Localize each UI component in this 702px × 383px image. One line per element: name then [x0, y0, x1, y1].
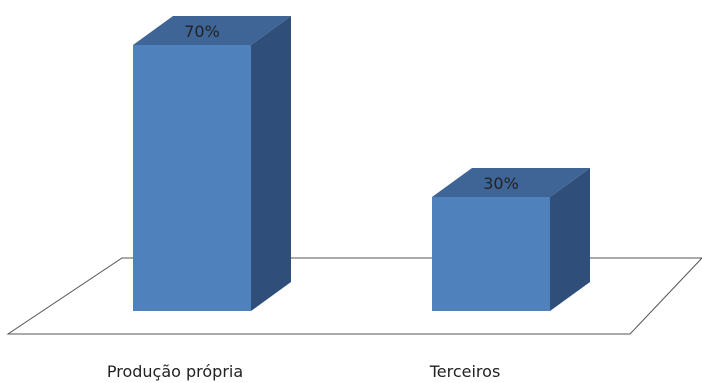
bar-front-face [432, 197, 550, 311]
bar-2 [432, 168, 590, 311]
bar-top-face [133, 16, 291, 45]
data-label: 30% [483, 174, 519, 193]
bar-side-face [251, 16, 291, 311]
labels-group: 70% Produção própria 30% Terceiros [107, 22, 519, 381]
chart-floor [6, 257, 702, 335]
bar-top-face [432, 168, 590, 197]
bar-1 [133, 16, 291, 311]
bar-side-face [550, 168, 590, 311]
category-label: Terceiros [429, 362, 501, 381]
bar-front-face [133, 45, 251, 311]
data-label: 70% [184, 22, 220, 41]
category-label: Produção própria [107, 362, 243, 381]
bars-group [133, 16, 590, 311]
